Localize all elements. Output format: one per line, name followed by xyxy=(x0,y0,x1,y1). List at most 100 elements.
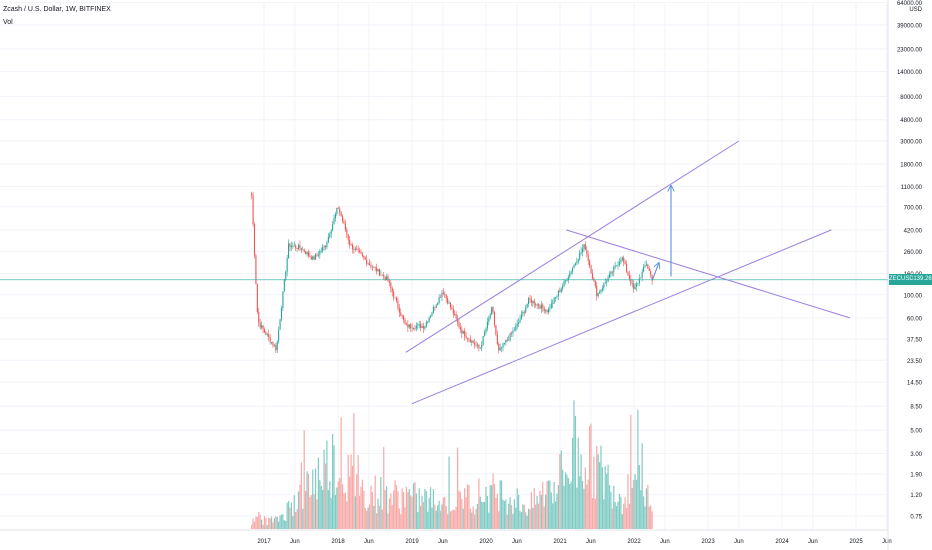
candle-body xyxy=(515,326,517,331)
trendline[interactable] xyxy=(566,229,850,319)
candle-body xyxy=(483,332,486,337)
candle-body xyxy=(278,329,280,342)
candle-body xyxy=(377,269,379,272)
volume-bar xyxy=(344,492,346,529)
trendline[interactable] xyxy=(411,229,832,405)
volume-bar xyxy=(466,484,469,529)
y-tick-label: 0.75 xyxy=(910,515,922,521)
volume-bar xyxy=(388,498,391,529)
candle-body xyxy=(518,322,520,324)
candle-body xyxy=(623,257,625,263)
volume-bar xyxy=(644,506,646,529)
candle-body xyxy=(479,348,481,349)
volume-bar xyxy=(371,491,373,529)
projection-arrow[interactable] xyxy=(651,263,659,280)
volume-bar xyxy=(403,492,405,529)
volume-bar xyxy=(474,514,476,529)
volume-bar xyxy=(580,454,582,529)
candle-body xyxy=(293,245,295,247)
trendline[interactable] xyxy=(405,140,740,353)
candle-body xyxy=(469,339,471,343)
candle-body xyxy=(570,271,572,273)
volume-bar xyxy=(606,473,608,529)
x-tick-label: 2025 xyxy=(849,539,863,545)
volume-bar xyxy=(650,505,652,529)
volume-bar xyxy=(417,512,419,529)
volume-bar xyxy=(368,504,371,529)
volume-bar xyxy=(334,494,337,529)
volume-bar xyxy=(320,485,322,529)
candle-body xyxy=(472,340,474,343)
x-tick-label: Jun xyxy=(808,539,818,545)
drawing-annotations[interactable] xyxy=(405,140,850,405)
volume-bar xyxy=(462,508,464,529)
candle-body xyxy=(530,299,532,303)
candle-body xyxy=(643,267,645,272)
volume-bar xyxy=(584,467,586,529)
volume-bar xyxy=(451,510,453,529)
volume-bar xyxy=(263,516,266,529)
volume-bar xyxy=(479,496,481,529)
volume-bar xyxy=(634,474,636,529)
volume-bar xyxy=(566,474,568,529)
y-tick-label: 39000.00 xyxy=(897,24,923,30)
volume-bar xyxy=(589,426,591,529)
volume-bar xyxy=(594,498,596,529)
candle-body xyxy=(359,250,361,253)
volume-bar xyxy=(270,516,273,529)
volume-bar xyxy=(286,502,288,529)
volume-bar xyxy=(600,445,602,529)
volume-bar xyxy=(493,483,496,529)
candle-body xyxy=(462,330,464,334)
volume-bar xyxy=(535,504,537,529)
candle-body xyxy=(405,323,407,325)
candle-body xyxy=(299,245,301,249)
candle-body xyxy=(259,323,261,328)
candle-body xyxy=(341,216,344,222)
volume-bar xyxy=(397,491,399,529)
volume-bar xyxy=(275,515,277,529)
volume-bar xyxy=(455,506,457,529)
volume-bar xyxy=(529,509,531,529)
volume-bar xyxy=(351,465,354,529)
volume-bar xyxy=(435,510,437,529)
candle-body xyxy=(589,260,591,266)
chart-title: Zcash / U.S. Dollar, 1W, BITFINEX xyxy=(3,6,111,13)
volume-bar xyxy=(290,502,293,529)
candle-body xyxy=(276,341,278,351)
candle-body xyxy=(432,307,434,313)
candle-body xyxy=(616,265,618,267)
volume-bar xyxy=(340,417,342,529)
volume-bar xyxy=(505,499,507,529)
volume-bar xyxy=(378,505,381,529)
volume-bar xyxy=(570,481,572,529)
volume-bar xyxy=(420,505,422,529)
candle-body xyxy=(508,339,510,341)
candle-body xyxy=(275,345,277,351)
candle-body xyxy=(319,251,321,255)
volume-bar xyxy=(296,509,298,529)
candle-body xyxy=(566,280,568,282)
volume-bar xyxy=(587,479,589,529)
volume-bar xyxy=(305,491,307,529)
volume-bar xyxy=(648,506,650,529)
candle-body xyxy=(387,276,389,282)
candle-body xyxy=(322,247,324,251)
candle-body xyxy=(336,207,338,214)
candle-body xyxy=(641,271,643,278)
volume-bar xyxy=(461,498,463,529)
volume-bar xyxy=(495,498,497,529)
volume-bar xyxy=(330,497,332,529)
candle-body xyxy=(268,334,270,338)
volume-bar xyxy=(252,518,254,529)
candle-body xyxy=(457,318,459,322)
volume-bar xyxy=(522,504,524,529)
candle-body xyxy=(601,288,603,290)
candle-body xyxy=(560,288,562,293)
candle-body xyxy=(393,292,395,298)
candle-body xyxy=(634,286,636,289)
y-tick-label: 100.00 xyxy=(904,293,923,299)
y-tick-label: 8000.00 xyxy=(900,95,922,101)
